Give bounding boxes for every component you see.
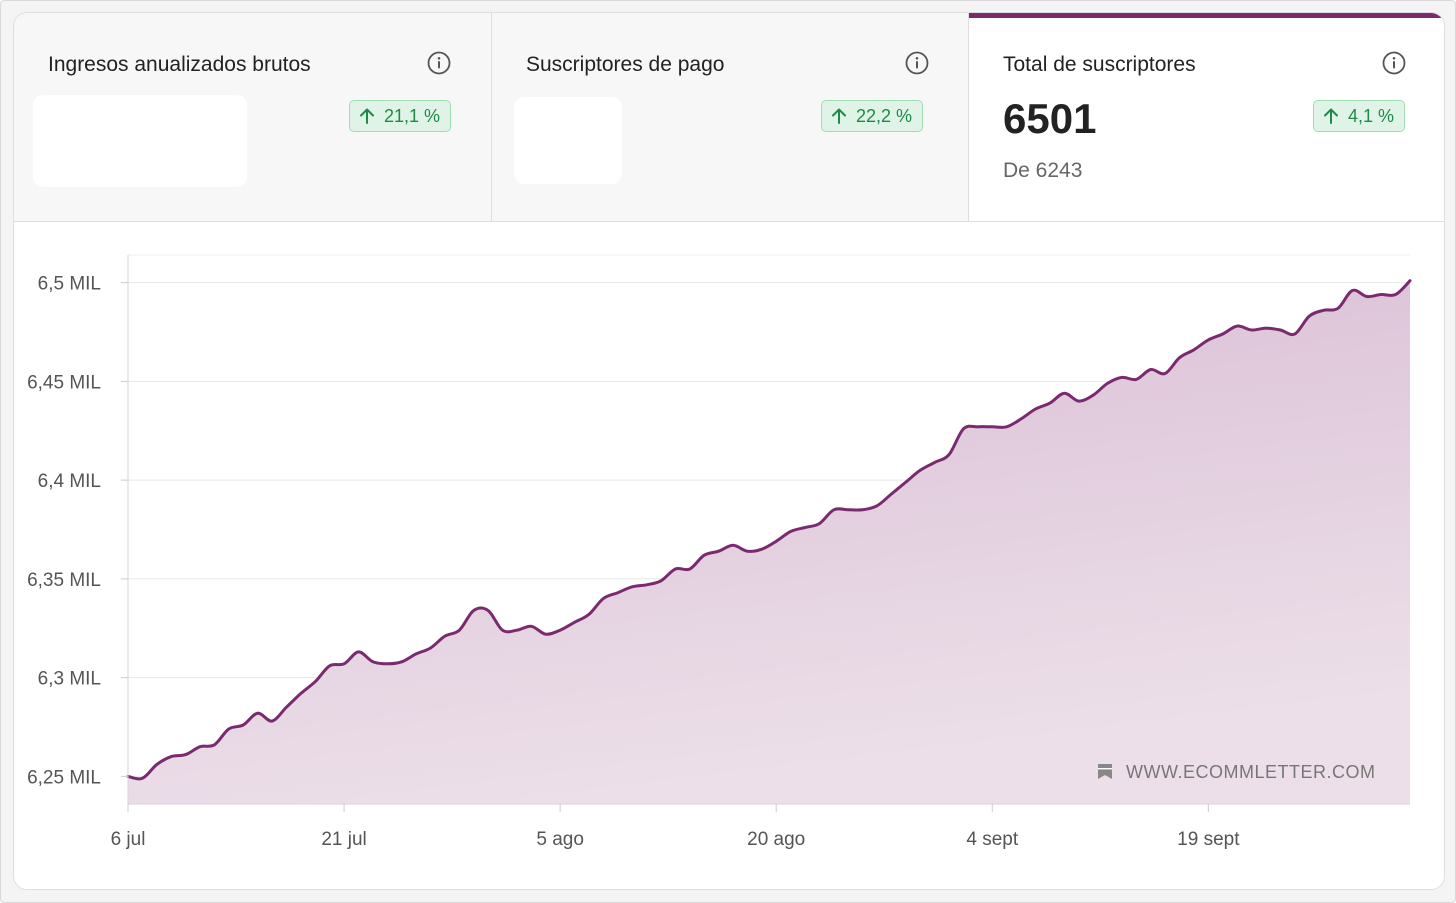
arrow-up-icon xyxy=(832,108,846,124)
bookmark-icon xyxy=(1098,764,1112,779)
active-tab-indicator xyxy=(969,13,1444,18)
trend-value: 21,1 % xyxy=(384,105,441,126)
arrow-up-icon xyxy=(360,108,374,124)
y-tick-label: 6,5 MIL xyxy=(38,274,101,295)
trend-value: 22,2 % xyxy=(856,105,913,126)
x-tick-label: 20 ago xyxy=(747,829,805,850)
x-tick-label: 19 sept xyxy=(1177,829,1240,850)
tab-title: Suscriptores de pago xyxy=(526,53,725,76)
watermark-text: WWW.ECOMMLETTER.COM xyxy=(1126,762,1375,782)
hidden-value-placeholder xyxy=(514,97,622,184)
info-circle-icon[interactable] xyxy=(427,51,451,75)
chart-axes: 6,25 MIL 6,3 MIL 6,35 MIL 6,4 MIL 6,45 MIL 6,… xyxy=(27,255,1410,850)
y-tick-label: 6,4 MIL xyxy=(38,471,101,492)
info-circle-icon[interactable] xyxy=(905,51,929,75)
bookmark-icon-stripe xyxy=(1098,768,1112,770)
y-tick-label: 6,25 MIL xyxy=(27,767,101,788)
info-circle-icon[interactable] xyxy=(1382,51,1406,75)
watermark: WWW.ECOMMLETTER.COM xyxy=(1098,762,1375,782)
x-tick-label: 5 ago xyxy=(536,829,584,850)
trend-badge: 22,2 % xyxy=(821,100,924,132)
x-tick-label: 6 jul xyxy=(111,829,146,850)
tab-total-subscribers[interactable]: Total de suscriptores 6501 De 6243 4,1 % xyxy=(969,13,1444,221)
x-tick-label: 21 jul xyxy=(321,829,366,850)
previous-value: De 6243 xyxy=(1003,159,1083,182)
tab-divider xyxy=(968,13,969,221)
trend-value: 4,1 % xyxy=(1348,105,1395,126)
trend-badge: 4,1 % xyxy=(1313,100,1406,132)
y-tick-label: 6,45 MIL xyxy=(27,372,101,393)
series-line[interactable] xyxy=(126,279,1412,781)
y-tick-label: 6,3 MIL xyxy=(38,669,101,690)
tab-divider xyxy=(491,13,492,221)
x-tick-label: 4 sept xyxy=(966,829,1018,850)
tab-paid-subscribers[interactable]: Suscriptores de pago 22,2 % xyxy=(492,13,968,221)
tab-gross-annualized-revenue[interactable]: Ingresos anualizados brutos 21,1 % xyxy=(14,13,491,221)
y-tick-label: 6,35 MIL xyxy=(27,570,101,591)
metric-tabs: Ingresos anualizados brutos 21,1 % Suscr… xyxy=(14,13,1444,222)
total-subscribers-value: 6501 xyxy=(1003,95,1097,142)
tab-title: Total de suscriptores xyxy=(1003,53,1196,76)
hidden-value-placeholder xyxy=(33,95,247,187)
series-area xyxy=(128,280,1410,804)
arrow-up-icon xyxy=(1324,108,1338,124)
trend-badge: 21,1 % xyxy=(349,100,452,132)
tab-title: Ingresos anualizados brutos xyxy=(48,53,311,76)
